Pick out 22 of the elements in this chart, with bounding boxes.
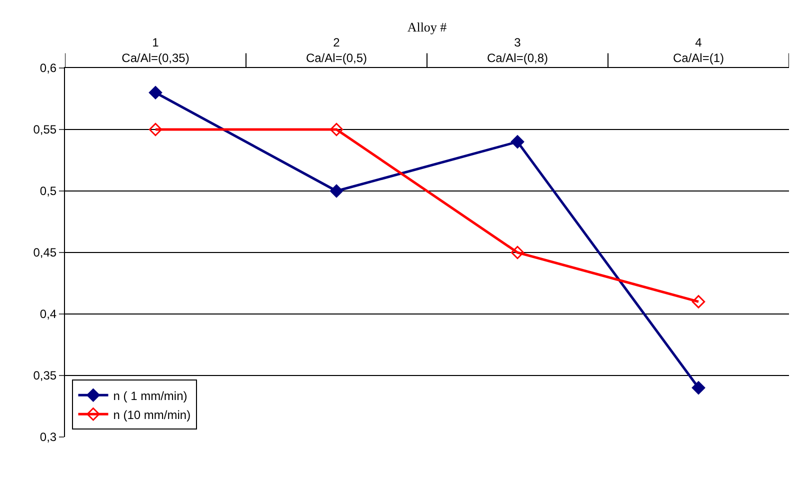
point <box>510 135 524 148</box>
y-tick-label: 0,35 <box>33 368 57 383</box>
y-tick-label: 0,45 <box>33 246 57 260</box>
point <box>330 184 344 198</box>
x-tick-label: 4 Ca/Al=(1) <box>672 36 724 66</box>
x-tick-label: 1 Ca/Al=(0,35) <box>122 36 190 66</box>
x-tick-label: 2 Ca/Al=(0,5) <box>306 36 368 66</box>
y-tick-label: 0,4 <box>40 307 57 322</box>
point <box>692 381 706 394</box>
y-tick-label: 0,6 <box>40 61 57 76</box>
y-tick-label: 0,3 <box>40 430 57 444</box>
point <box>510 246 524 260</box>
legend-label: n (10 mm/min) <box>113 408 191 422</box>
y-tick-label: 0,5 <box>40 184 57 198</box>
point <box>148 122 162 136</box>
x-tick-label: 3 Ca/Al=(0,8) <box>486 36 548 66</box>
point <box>692 295 706 308</box>
x-axis-title: Alloy # <box>407 20 448 35</box>
legend-label: n ( 1 mm/min) <box>113 388 188 403</box>
point <box>330 122 344 136</box>
y-tick-label: 0,55 <box>33 122 57 137</box>
point <box>148 86 162 100</box>
